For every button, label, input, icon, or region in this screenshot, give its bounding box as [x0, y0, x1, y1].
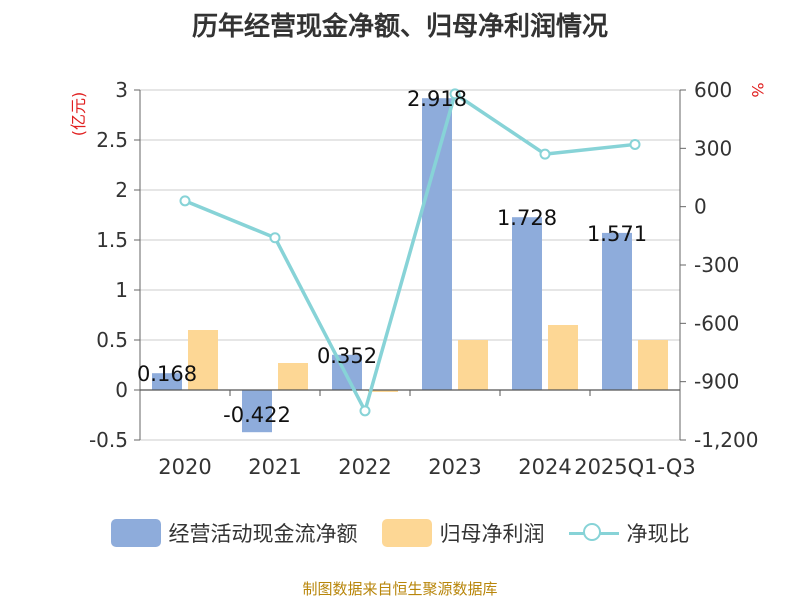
legend-item-cash[interactable]: 经营活动现金流净额 — [110, 518, 358, 548]
legend-swatch-profit — [381, 519, 432, 547]
bar-value-label: 0.168 — [137, 362, 197, 386]
y-right-tick-label: 300 — [694, 136, 732, 160]
y-right-tick-label: -900 — [694, 370, 739, 394]
bar-value-label: 0.352 — [317, 344, 377, 368]
ratio-point — [539, 148, 551, 160]
bar-profit — [368, 390, 398, 392]
ratio-point — [629, 138, 641, 150]
x-tick-label: 2020 — [158, 455, 211, 479]
x-tick-label: 2022 — [338, 455, 391, 479]
bar-cash — [242, 390, 272, 433]
bar-cash — [512, 217, 542, 390]
legend-label-profit: 归母净利润 — [439, 522, 545, 546]
x-tick-label: 2023 — [428, 455, 481, 479]
bar-value-label: -0.422 — [223, 403, 291, 427]
x-tick-label: 2025Q1-Q3 — [574, 455, 696, 479]
y-right-tick-label: 600 — [694, 78, 732, 102]
bar-profit — [548, 325, 578, 390]
legend-item-profit[interactable]: 归母净利润 — [381, 518, 545, 548]
bar-cash — [152, 373, 182, 390]
x-tick-label: 2024 — [518, 455, 571, 479]
source-note: 制图数据来自恒生聚源数据库 — [302, 580, 498, 598]
legend: 经营活动现金流净额 归母净利润 净现比 — [0, 518, 800, 548]
y-right-tick-label: -1,200 — [694, 428, 758, 452]
y-left-axis-title: (亿元) — [69, 92, 88, 137]
bar-value-label: 1.571 — [587, 222, 647, 246]
y-right-axis-title: % — [748, 82, 767, 97]
y-right-tick-label: 0 — [694, 195, 707, 219]
legend-swatch-cash — [110, 519, 161, 547]
y-left-tick-label: 1.5 — [96, 228, 128, 252]
y-left-tick-label: 0 — [115, 378, 128, 402]
bar-profit — [278, 363, 308, 390]
ratio-point — [269, 232, 281, 244]
legend-label-cash: 经营活动现金流净额 — [168, 522, 358, 546]
bar-profit — [638, 340, 668, 390]
y-left-tick-label: 1 — [115, 278, 128, 302]
legend-swatch-ratio — [568, 519, 619, 547]
ratio-point — [359, 405, 371, 417]
bar-cash — [422, 98, 452, 390]
ratio-point — [449, 88, 461, 100]
bar-profit — [458, 340, 488, 390]
ratio-line — [184, 92, 636, 413]
y-right-tick-label: -600 — [694, 311, 739, 335]
bar-value-label: 1.728 — [497, 206, 557, 230]
y-left-tick-label: -0.5 — [89, 428, 128, 452]
legend-item-ratio[interactable]: 净现比 — [568, 518, 690, 548]
y-left-tick-label: 3 — [115, 78, 128, 102]
chart-title: 历年经营现金净额、归母净利润情况 — [191, 12, 608, 42]
y-left-tick-label: 0.5 — [96, 328, 128, 352]
x-tick-label: 2021 — [248, 455, 301, 479]
y-left-tick-label: 2.5 — [96, 128, 128, 152]
bar-profit — [188, 330, 218, 390]
y-left-tick-label: 2 — [115, 178, 128, 202]
bar-value-label: 2.918 — [407, 87, 467, 111]
y-right-tick-label: -300 — [694, 253, 739, 277]
legend-label-ratio: 净现比 — [626, 522, 690, 546]
ratio-point — [179, 195, 191, 207]
bar-cash — [602, 232, 632, 390]
